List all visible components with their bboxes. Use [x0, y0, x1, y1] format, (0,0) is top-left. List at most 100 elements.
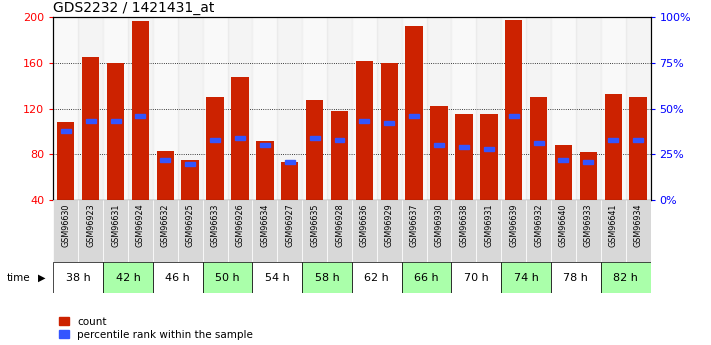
Bar [377, 17, 402, 200]
Bar [231, 77, 249, 200]
Bar [252, 262, 302, 293]
Text: 50 h: 50 h [215, 273, 240, 283]
Bar [601, 17, 626, 200]
Bar [135, 114, 145, 118]
Text: GSM96926: GSM96926 [235, 203, 245, 247]
Bar [153, 200, 178, 262]
Bar [501, 17, 526, 200]
Bar [132, 21, 149, 200]
Text: GSM96640: GSM96640 [559, 203, 568, 247]
Text: GSM96929: GSM96929 [385, 203, 394, 247]
Bar [551, 17, 576, 200]
Text: 82 h: 82 h [614, 273, 638, 283]
Text: GSM96630: GSM96630 [61, 203, 70, 247]
Bar [483, 147, 493, 151]
Bar [228, 200, 252, 262]
Bar [576, 17, 601, 200]
Text: 38 h: 38 h [66, 273, 90, 283]
Bar [476, 17, 501, 200]
Text: GSM96925: GSM96925 [186, 203, 195, 247]
Bar [252, 200, 277, 262]
Bar [103, 200, 128, 262]
Bar [85, 119, 95, 124]
Bar [156, 151, 174, 200]
Bar [284, 160, 294, 164]
Bar [352, 262, 402, 293]
Text: 70 h: 70 h [464, 273, 488, 283]
Bar [252, 17, 277, 200]
Bar [451, 200, 476, 262]
Text: GSM96636: GSM96636 [360, 203, 369, 247]
Bar [277, 200, 302, 262]
Text: 46 h: 46 h [166, 273, 190, 283]
Bar [57, 122, 75, 200]
Bar [402, 200, 427, 262]
Bar [327, 17, 352, 200]
Bar [302, 17, 327, 200]
Bar [160, 158, 170, 162]
Text: GSM96641: GSM96641 [609, 203, 618, 247]
Bar [260, 143, 270, 147]
Bar [576, 200, 601, 262]
Text: GSM96928: GSM96928 [335, 203, 344, 247]
Text: 66 h: 66 h [415, 273, 439, 283]
Bar [380, 63, 398, 200]
Bar [228, 17, 252, 200]
Bar [103, 262, 153, 293]
Bar [53, 17, 78, 200]
Text: 58 h: 58 h [315, 273, 339, 283]
Bar [551, 262, 601, 293]
Bar [508, 114, 518, 118]
Bar [53, 200, 78, 262]
Text: GDS2232 / 1421431_at: GDS2232 / 1421431_at [53, 1, 215, 15]
Bar [111, 119, 121, 124]
Bar [331, 111, 348, 200]
Bar [427, 200, 451, 262]
Bar [609, 138, 618, 142]
Bar [78, 200, 103, 262]
Text: GSM96931: GSM96931 [484, 203, 493, 247]
Bar [501, 200, 526, 262]
Bar [551, 200, 576, 262]
Bar [203, 262, 252, 293]
Bar [203, 200, 228, 262]
Bar [427, 17, 451, 200]
Bar [410, 114, 419, 118]
Bar [430, 106, 448, 200]
Text: GSM96923: GSM96923 [86, 203, 95, 247]
Text: GSM96633: GSM96633 [210, 203, 220, 247]
Bar [451, 262, 501, 293]
Bar [405, 26, 423, 200]
Bar [128, 17, 153, 200]
Text: 54 h: 54 h [265, 273, 289, 283]
Text: GSM96933: GSM96933 [584, 203, 593, 247]
Bar [533, 141, 543, 145]
Bar [53, 262, 103, 293]
Bar [402, 262, 451, 293]
Bar [633, 138, 643, 142]
Bar [384, 121, 394, 125]
Bar [103, 17, 128, 200]
Bar [359, 119, 370, 124]
Bar [480, 115, 498, 200]
Text: GSM96932: GSM96932 [534, 203, 543, 247]
Bar [128, 200, 153, 262]
Bar [356, 61, 373, 200]
Text: GSM96934: GSM96934 [634, 203, 643, 247]
Bar [402, 17, 427, 200]
Bar [281, 162, 299, 200]
Legend: count, percentile rank within the sample: count, percentile rank within the sample [58, 317, 253, 340]
Bar [82, 57, 100, 200]
Text: 78 h: 78 h [564, 273, 588, 283]
Bar [526, 17, 551, 200]
Bar [352, 17, 377, 200]
Text: GSM96930: GSM96930 [434, 203, 444, 247]
Bar [210, 138, 220, 142]
Bar [626, 200, 651, 262]
Bar [501, 262, 551, 293]
Bar [302, 262, 352, 293]
Bar [559, 158, 569, 162]
Bar [377, 200, 402, 262]
Bar [203, 17, 228, 200]
Text: GSM96631: GSM96631 [111, 203, 120, 247]
